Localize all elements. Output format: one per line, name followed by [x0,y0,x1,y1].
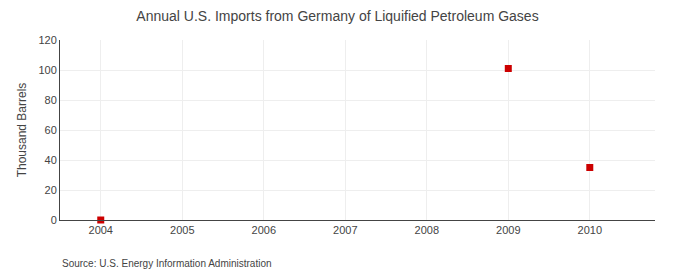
svg-text:2006: 2006 [252,224,276,236]
svg-text:100: 100 [38,64,56,76]
svg-text:2004: 2004 [89,224,113,236]
svg-text:2005: 2005 [170,224,194,236]
svg-text:2010: 2010 [578,224,602,236]
svg-text:20: 20 [45,184,57,196]
svg-text:2008: 2008 [415,224,439,236]
svg-text:Annual U.S. Imports from Germa: Annual U.S. Imports from Germany of Liqu… [136,8,538,24]
svg-text:60: 60 [45,124,57,136]
svg-text:Source: U.S. Energy Informatio: Source: U.S. Energy Information Administ… [62,258,272,269]
svg-text:2007: 2007 [333,224,357,236]
svg-text:2009: 2009 [496,224,520,236]
svg-text:80: 80 [45,94,57,106]
svg-text:Thousand Barrels: Thousand Barrels [15,83,29,178]
svg-text:0: 0 [51,214,57,226]
svg-text:120: 120 [38,34,56,46]
svg-text:40: 40 [45,154,57,166]
